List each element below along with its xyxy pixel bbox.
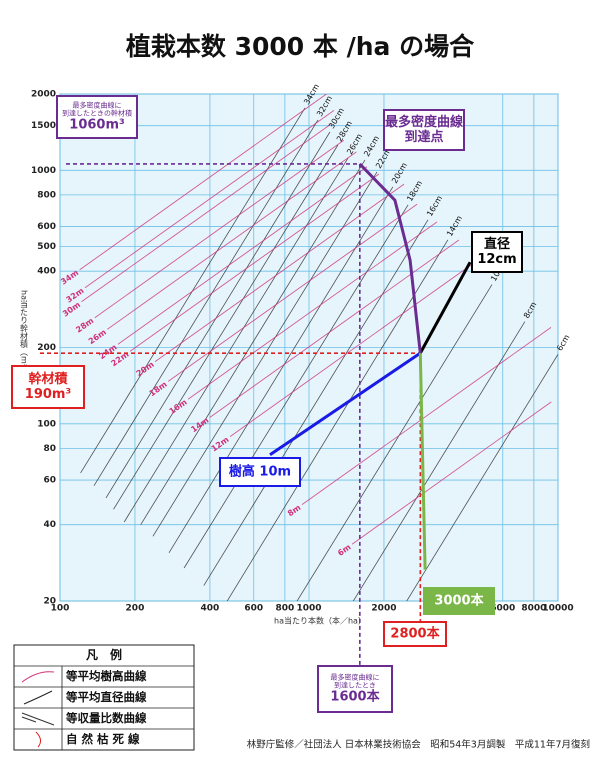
legend-item: 等平均樹高曲線 — [65, 669, 147, 683]
diameter-curve — [183, 204, 409, 569]
height-curve — [79, 94, 328, 271]
height-curve — [129, 173, 380, 352]
callout-box — [11, 365, 85, 409]
diameter-curve — [140, 159, 366, 525]
plot-lines — [79, 94, 558, 601]
y-tick-label: 1500 — [31, 121, 56, 131]
y-tick-label: 60 — [43, 476, 56, 486]
legend-icon — [21, 712, 55, 726]
x-tick-label: 2000 — [371, 604, 396, 614]
x-tick-label: 8000 — [521, 604, 546, 614]
legend-icon — [35, 731, 42, 748]
x-tick-label: 400 — [201, 604, 220, 614]
height-curve — [154, 183, 405, 362]
legend-item: 等収量比数曲線 — [65, 711, 147, 725]
callout-text: 樹高 10m — [229, 464, 291, 480]
diameter-curve — [352, 321, 526, 601]
y-tick-label: 2000 — [31, 90, 56, 100]
chart-title: 植栽本数 3000 本 /ha の場合 — [126, 32, 475, 61]
highlight-line — [269, 351, 422, 457]
height-curve — [81, 124, 331, 303]
x-tick-label: 10000 — [542, 604, 573, 614]
callout-box — [471, 231, 523, 273]
height-curve — [94, 139, 345, 319]
callout-text: 190m³ — [25, 387, 71, 402]
diameter-curve — [123, 157, 349, 523]
callout-text: 最多密度曲線 — [385, 114, 464, 130]
y-tick-label: 200 — [37, 343, 56, 353]
height-curve — [229, 258, 480, 437]
callout-text: 3000本 — [434, 593, 483, 609]
footer: 林野庁監修／社団法人 日本林業技術協会 昭和54年3月調製 平成11年7月復刻 — [247, 739, 590, 751]
callout-box — [383, 109, 465, 151]
callout-box — [56, 95, 138, 139]
diameter-curve — [296, 284, 493, 601]
diameter-curve — [203, 219, 429, 586]
callout-text: 到達点 — [404, 129, 443, 145]
callout-text: 最多密度曲線に — [73, 101, 122, 110]
x-tick-label: 600 — [244, 604, 263, 614]
diameter-curve — [406, 354, 558, 601]
y-tick-label: 600 — [37, 222, 56, 232]
callout-box — [423, 587, 495, 615]
highlight-line — [358, 162, 422, 354]
highlight-line — [418, 261, 472, 354]
callout-text: 最多密度曲線に — [331, 673, 380, 682]
callout-box — [317, 665, 393, 713]
y-axis-label: ha当たり幹材積（m³） — [20, 290, 29, 375]
y-tick-label: 20 — [43, 597, 56, 607]
callout-text: 到達したときの幹材積 — [62, 109, 132, 118]
y-tick-label: 800 — [37, 190, 56, 200]
callout-box — [383, 621, 447, 647]
y-tick-label: 40 — [43, 520, 56, 530]
y-tick-label: 100 — [37, 419, 56, 429]
callout-box — [219, 457, 301, 487]
callout-text: 到達したとき — [334, 681, 376, 690]
height-curve — [209, 239, 460, 418]
height-curve — [187, 221, 438, 400]
legend-item: 等平均直径曲線 — [65, 690, 147, 704]
height-curve — [167, 203, 418, 382]
x-tick-label: 6000 — [490, 604, 515, 614]
x-tick-label: 1000 — [296, 604, 321, 614]
callout-text: 幹材積 — [28, 371, 68, 387]
diameter-curve — [93, 119, 319, 486]
height-curve — [301, 327, 552, 505]
height-curve — [117, 166, 368, 345]
height-curve — [84, 110, 335, 289]
legend-box — [13, 644, 195, 751]
y-tick-label: 1000 — [31, 166, 56, 176]
x-axis-label: ha当たり本数（本／ha） — [274, 616, 366, 626]
x-tick-label: 200 — [126, 604, 145, 614]
diameter-curve — [113, 144, 339, 510]
highlight-line — [418, 353, 427, 570]
legend-title: 凡 例 — [86, 647, 122, 662]
callout-text: 直径 — [484, 236, 510, 252]
callout-text: 2800本 — [390, 626, 439, 642]
legend-icon — [23, 690, 53, 705]
diameter-curve — [152, 171, 378, 537]
callout-text: 1600本 — [330, 689, 379, 705]
callout-text: 1060m³ — [69, 118, 124, 133]
x-tick-label: 800 — [275, 604, 294, 614]
callout-text: 12cm — [477, 252, 516, 267]
diameter-curve — [226, 239, 449, 601]
height-curve — [107, 151, 357, 330]
y-tick-label: 80 — [43, 444, 56, 454]
diameter-curve — [105, 131, 331, 499]
legend-item: 自 然 枯 死 線 — [66, 732, 140, 746]
legend-icon — [21, 671, 55, 683]
x-tick-label: 100 — [51, 604, 70, 614]
height-curve — [351, 401, 552, 545]
y-tick-label: 400 — [37, 267, 56, 277]
y-tick-label: 500 — [37, 242, 56, 252]
